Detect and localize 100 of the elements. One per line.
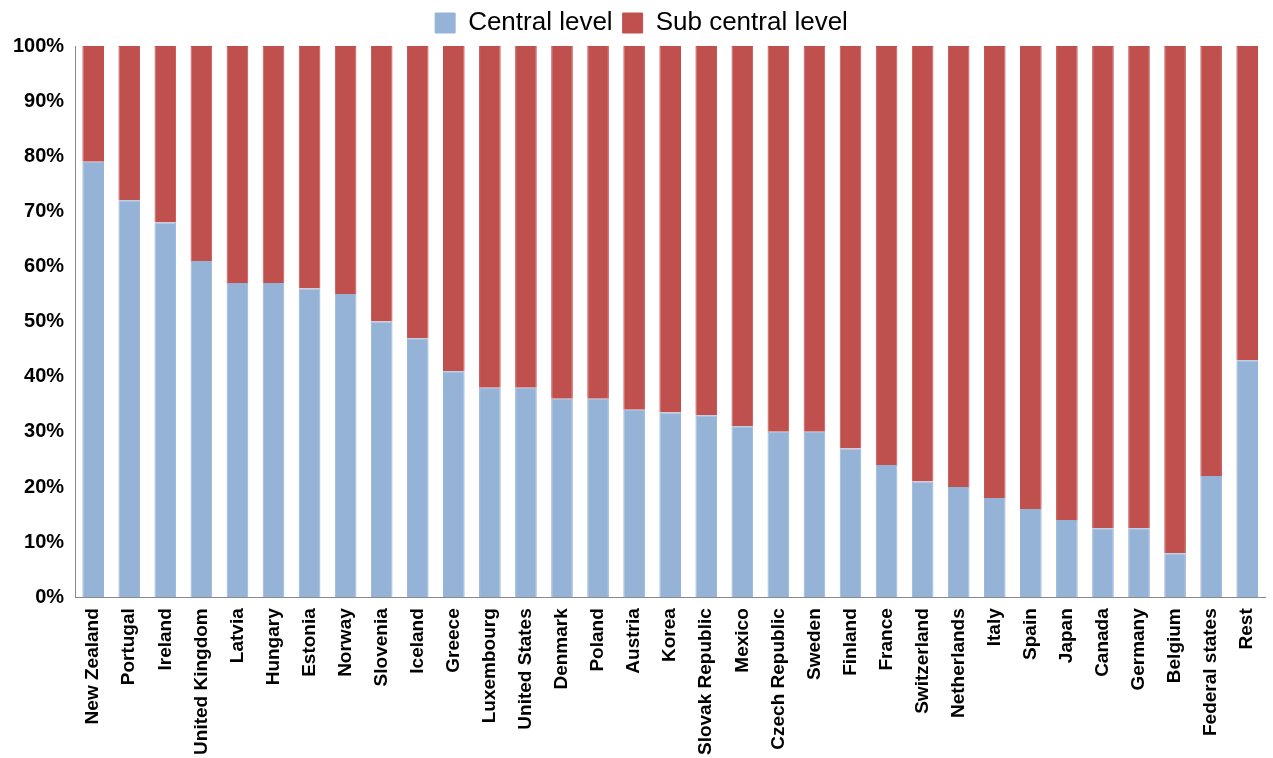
bar: [334, 46, 357, 295]
bar: [983, 46, 1006, 499]
bar: [911, 46, 934, 482]
bar: [1128, 46, 1150, 529]
y-tick-label: 50%: [24, 309, 65, 332]
x-tick-label: Luxembourg: [478, 608, 500, 724]
x-tick-label: Italy: [982, 607, 1004, 647]
bar: [623, 46, 645, 410]
x-tick-label: Estonia: [297, 607, 319, 677]
bar: [154, 222, 177, 598]
bar: [659, 46, 682, 413]
bar: [875, 46, 898, 465]
y-tick-label: 70%: [24, 198, 65, 221]
bar: [226, 283, 249, 598]
bar: [515, 387, 537, 598]
bar: [731, 426, 754, 598]
bar: [767, 431, 790, 598]
bar: [551, 398, 573, 598]
x-tick-label: Sweden: [802, 608, 824, 681]
legend-label: Central level: [468, 6, 613, 37]
x-tick-label: Federal states: [1199, 608, 1221, 737]
bar: [623, 409, 645, 598]
x-tick-label: Spain: [1019, 608, 1041, 660]
x-tick-label: Canada: [1091, 607, 1113, 677]
y-tick-label: 40%: [24, 364, 65, 387]
bar: [443, 371, 465, 598]
bar: [1056, 46, 1078, 521]
bar: [947, 46, 970, 487]
bar: [875, 464, 898, 598]
bar: [370, 321, 393, 598]
x-tick-label: Finland: [838, 608, 860, 676]
bar: [1200, 46, 1222, 476]
bar: [839, 448, 862, 598]
bar: [803, 431, 826, 598]
x-tick-label: New Zealand: [81, 608, 103, 725]
y-tick-label: 10%: [24, 529, 65, 552]
x-tick-label: Slovak Republic: [694, 607, 716, 756]
bar: [659, 412, 682, 598]
x-tick-label: Denmark: [550, 607, 572, 690]
bar: [1020, 509, 1042, 598]
bar: [262, 46, 285, 284]
bar: [443, 46, 465, 372]
bar: [551, 46, 573, 399]
x-tick-label: Poland: [586, 608, 608, 672]
bar: [1236, 360, 1259, 598]
bar: [406, 338, 429, 598]
bar: [154, 46, 177, 223]
x-tick-label: Greece: [442, 608, 464, 673]
bar: [1092, 46, 1114, 529]
bar: [479, 387, 501, 598]
bar: [1200, 475, 1222, 598]
x-tick-label: Portugal: [117, 608, 139, 686]
bar: [190, 260, 213, 598]
y-tick-label: 80%: [24, 143, 65, 166]
bar: [1128, 528, 1150, 598]
bar: [839, 46, 862, 449]
y-tick-label: 30%: [24, 419, 65, 442]
bar: [118, 46, 141, 201]
bar: [1236, 46, 1259, 361]
x-tick-label: Norway: [333, 607, 355, 677]
bar: [695, 415, 718, 598]
bar: [370, 46, 393, 322]
bar: [1056, 520, 1078, 598]
bar: [587, 398, 609, 598]
bar: [298, 288, 321, 598]
y-tick-label: 100%: [13, 33, 65, 56]
bar: [1020, 46, 1042, 510]
bar: [587, 46, 609, 399]
bar: [82, 46, 104, 162]
bar: [803, 46, 826, 432]
x-tick-label: Hungary: [261, 607, 283, 686]
bar: [911, 481, 934, 598]
x-tick-label: Austria: [622, 607, 644, 674]
x-tick-label: Mexico: [730, 608, 752, 673]
bar: [767, 46, 790, 432]
legend-label: Sub central level: [655, 6, 848, 37]
x-tick-label: Japan: [1055, 608, 1077, 664]
bar: [1092, 528, 1114, 598]
x-tick-label: Switzerland: [910, 608, 932, 714]
x-tick-label: Iceland: [405, 608, 427, 674]
bar: [947, 486, 970, 598]
bar: [1164, 46, 1186, 554]
bar: [82, 161, 104, 598]
bar: [695, 46, 718, 416]
x-tick-label: Korea: [658, 607, 680, 663]
bar: [334, 294, 357, 598]
bar: [731, 46, 754, 427]
y-tick-label: 90%: [24, 88, 65, 111]
y-tick-label: 60%: [24, 254, 65, 277]
x-tick-label: France: [874, 608, 896, 671]
x-tick-label: United States: [514, 608, 536, 730]
bar: [190, 46, 213, 261]
x-tick-label: Ireland: [153, 608, 175, 671]
bar: [226, 46, 249, 284]
bar: [479, 46, 501, 388]
x-tick-label: Czech Republic: [766, 607, 788, 750]
x-tick-label: Latvia: [225, 607, 247, 664]
y-tick-label: 20%: [24, 474, 65, 497]
x-tick-label: Germany: [1127, 607, 1149, 691]
x-tick-label: Slovenia: [369, 607, 391, 687]
